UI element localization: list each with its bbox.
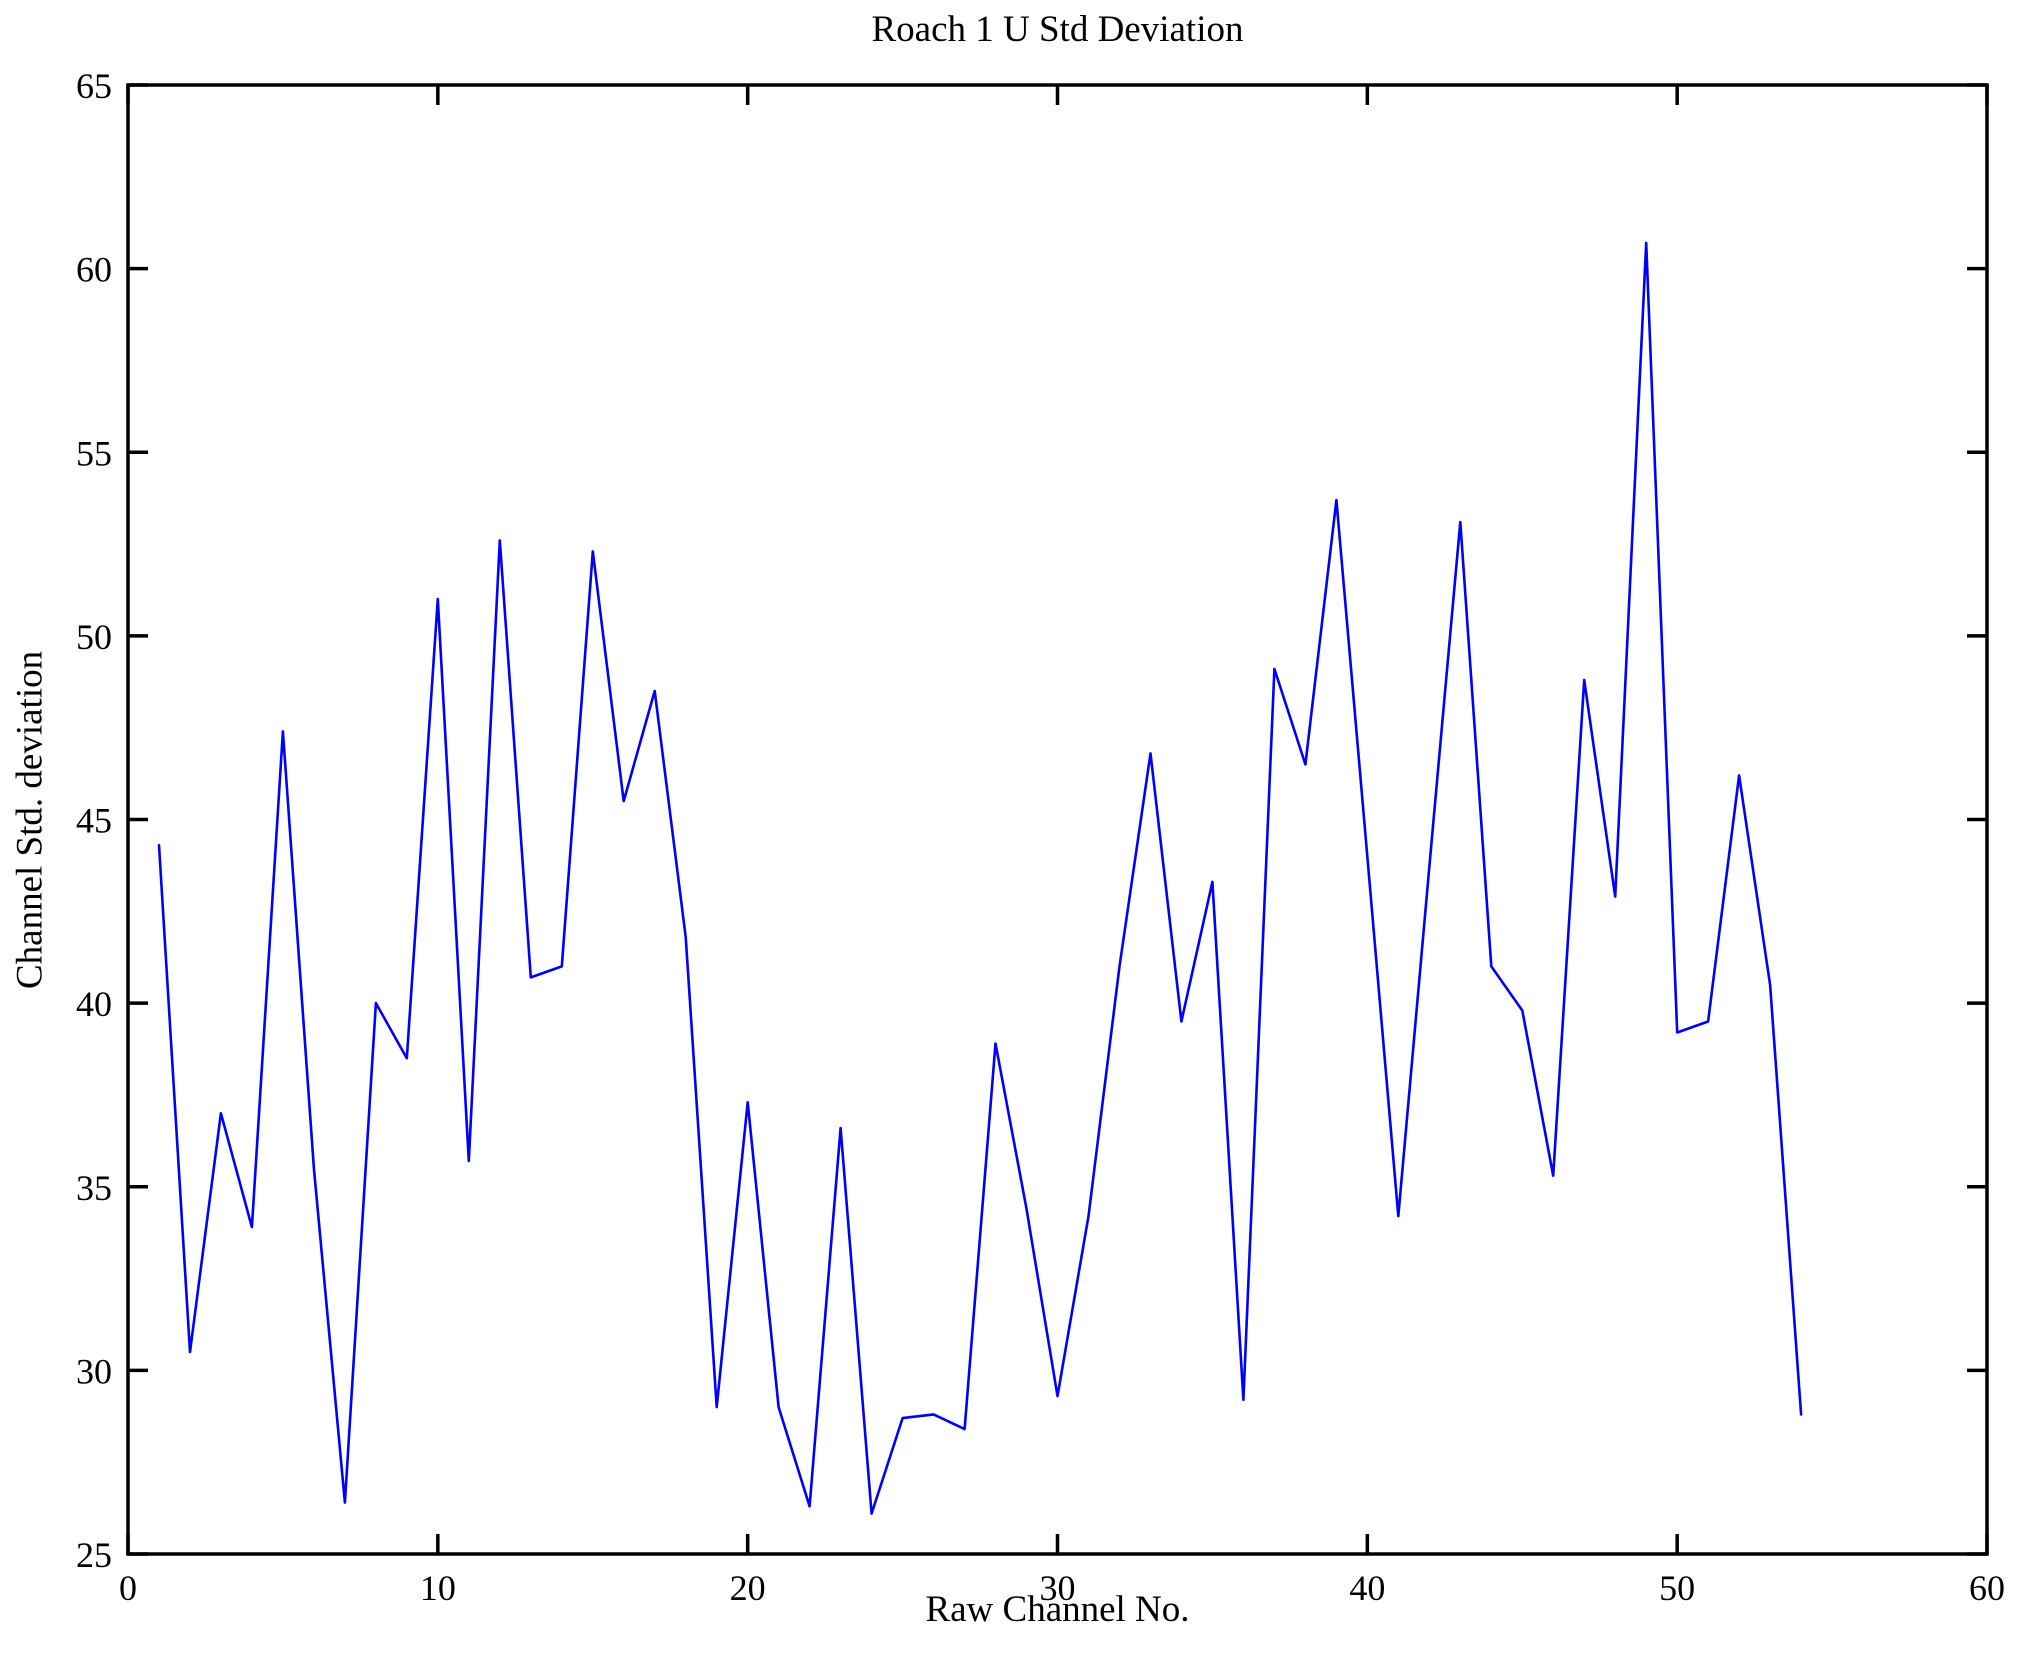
x-tick-label: 20 [730,1568,766,1608]
data-line [157,241,1803,1515]
y-tick-label: 25 [76,1535,112,1575]
x-tick-label: 0 [119,1568,137,1608]
x-tick-label: 40 [1349,1568,1385,1608]
axes-box [126,83,1989,1556]
y-tick-label: 30 [76,1351,112,1391]
chart-title: Roach 1 U Std Deviation [871,9,1244,50]
y-tick-label: 60 [76,250,112,290]
y-tick-label: 45 [76,801,112,841]
x-tick-label: 10 [420,1568,456,1608]
y-tick-label: 55 [76,433,112,473]
y-axis-label: Channel Std. deviation [9,650,51,989]
x-axis-label: Raw Channel No. [925,1589,1190,1630]
x-tick-label: 50 [1659,1568,1695,1608]
x-tick-label: 60 [1969,1568,2005,1608]
y-tick-label: 65 [76,66,112,106]
y-tick-label: 35 [76,1168,112,1208]
y-tick-label: 50 [76,617,112,657]
y-tick-label: 40 [76,984,112,1024]
x-tick-label: 30 [1040,1568,1076,1608]
